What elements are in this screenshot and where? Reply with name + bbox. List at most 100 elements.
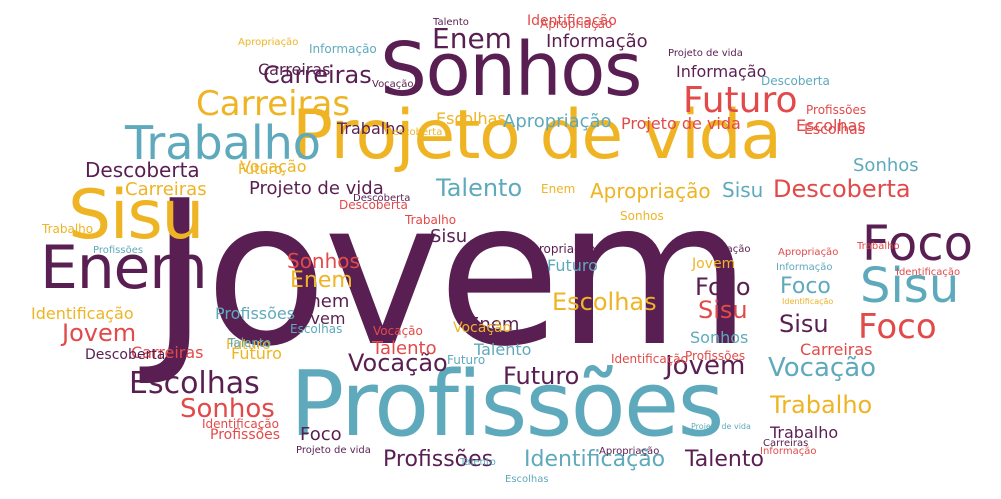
cloud-word: Foco (695, 273, 751, 301)
cloud-word: Enem (432, 22, 512, 55)
cloud-word: Sonhos (620, 209, 664, 223)
cloud-word: Projeto de vida (668, 48, 743, 59)
cloud-word: Profissões (210, 427, 281, 443)
cloud-word: Projeto de vida (292, 96, 782, 175)
cloud-word: Sisu (779, 310, 829, 338)
cloud-word: Projeto de vida (621, 114, 741, 133)
cloud-word: Jovem (665, 351, 746, 381)
cloud-word: Talento (460, 457, 496, 468)
cloud-word: Informação (309, 42, 377, 56)
cloud-word: Informação (776, 262, 833, 273)
cloud-word: Informação (760, 446, 817, 457)
cloud-word: Profissões (93, 245, 144, 256)
cloud-word: Profissões (290, 352, 724, 457)
cloud-word: Futuro (226, 337, 271, 353)
cloud-word: Apropriação (778, 247, 839, 258)
cloud-word: Jovem (150, 158, 752, 391)
cloud-word: Futuro (447, 353, 486, 367)
cloud-word: Identificação (31, 304, 134, 323)
cloud-word: Projeto de vida (296, 445, 371, 456)
cloud-word: Carreiras (763, 438, 809, 449)
cloud-word: Talento (433, 17, 469, 28)
cloud-word: Vocação (348, 349, 448, 377)
cloud-word: Descoberta (353, 193, 411, 204)
cloud-word: Sonhos (853, 155, 919, 176)
cloud-word: Identificação (782, 297, 834, 306)
cloud-word: Descoberta (773, 175, 911, 203)
cloud-word: Vocação (453, 320, 512, 336)
cloud-word: Escolhas (129, 366, 260, 401)
cloud-word: Vocação (372, 79, 414, 90)
cloud-word: Sonhos (690, 328, 749, 347)
cloud-word: Carreiras (125, 179, 207, 200)
cloud-word: Carreiras (196, 84, 351, 124)
cloud-word: Carreiras (258, 60, 331, 79)
cloud-word: Talento (474, 340, 532, 359)
cloud-word: Vocação (768, 353, 877, 383)
cloud-word: Apropriação (590, 179, 711, 203)
cloud-word: Carreiras (263, 61, 372, 89)
cloud-word: Descoberta (761, 74, 830, 88)
cloud-word: Sonhos (287, 249, 360, 273)
cloud-word: Carreiras (131, 343, 204, 362)
cloud-word: Enem (298, 291, 350, 312)
cloud-word: Apropriação (599, 446, 660, 457)
cloud-word: Identificação (896, 267, 961, 278)
cloud-word: Informação (676, 62, 767, 81)
cloud-word: Projeto de vida (249, 178, 384, 199)
cloud-word: Trabalho (337, 119, 406, 138)
cloud-word: Escolhas (505, 474, 549, 485)
cloud-word: Sonhos (380, 27, 642, 113)
cloud-word: Sisu (722, 178, 764, 202)
cloud-word: Descoberta (85, 347, 166, 363)
cloud-word: Identificação (527, 13, 617, 29)
cloud-word: Descoberta (339, 198, 408, 212)
cloud-word: Futuro (683, 80, 798, 121)
cloud-word: Identificação (524, 447, 666, 472)
cloud-word: Sisu (698, 296, 748, 324)
cloud-word: Foco (858, 307, 937, 347)
cloud-word: Trabalho (770, 391, 873, 419)
cloud-word: Vocação (709, 244, 751, 255)
cloud-word: Foco (300, 424, 342, 445)
cloud-word: Escolhas (436, 109, 506, 128)
cloud-word: Futuro (231, 344, 282, 363)
cloud-word: Apropriação (523, 242, 596, 256)
cloud-word: Escolhas (796, 116, 866, 135)
cloud-word: Profissões (383, 447, 494, 472)
cloud-word: Sisu (430, 226, 468, 247)
cloud-word: Descoberta (85, 158, 200, 182)
cloud-word: Talento (228, 336, 272, 350)
cloud-word: Foco (862, 216, 974, 272)
cloud-word: Trabalho (857, 241, 900, 252)
cloud-word: Escolhas (552, 288, 657, 316)
cloud-word: Enem (290, 268, 353, 293)
cloud-word: Foco (780, 274, 831, 299)
cloud-word: Vocação (373, 324, 423, 338)
cloud-word: Enem (468, 314, 520, 335)
cloud-word: Identificação (611, 352, 688, 366)
cloud-word: Profissões (806, 103, 867, 117)
cloud-word: Trabalho (405, 213, 457, 227)
cloud-word: Enem (541, 182, 576, 196)
cloud-word: Enem (40, 233, 208, 303)
cloud-word: Profissões (685, 349, 746, 363)
cloud-word: Sisu (68, 176, 205, 255)
cloud-word: Trabalho (42, 222, 94, 236)
cloud-word: Escolhas (290, 322, 343, 336)
cloud-word: Identificação (202, 417, 279, 431)
cloud-word: Futuro (503, 362, 580, 390)
cloud-word: Trabalho (770, 423, 839, 442)
cloud-word: Profissões (215, 304, 296, 323)
cloud-word: Talento (436, 174, 523, 202)
cloud-word: Apropriação (238, 37, 299, 48)
cloud-word: Sonhos (180, 394, 275, 424)
cloud-word: Talento (685, 447, 764, 472)
cloud-word: Projeto de vida (691, 422, 751, 431)
cloud-word: Sisu (860, 258, 960, 314)
cloud-word: Futuro (547, 256, 598, 275)
cloud-word: Trabalho (125, 116, 321, 170)
cloud-word: Apropriação (503, 111, 612, 132)
cloud-word: Informação (546, 31, 648, 52)
